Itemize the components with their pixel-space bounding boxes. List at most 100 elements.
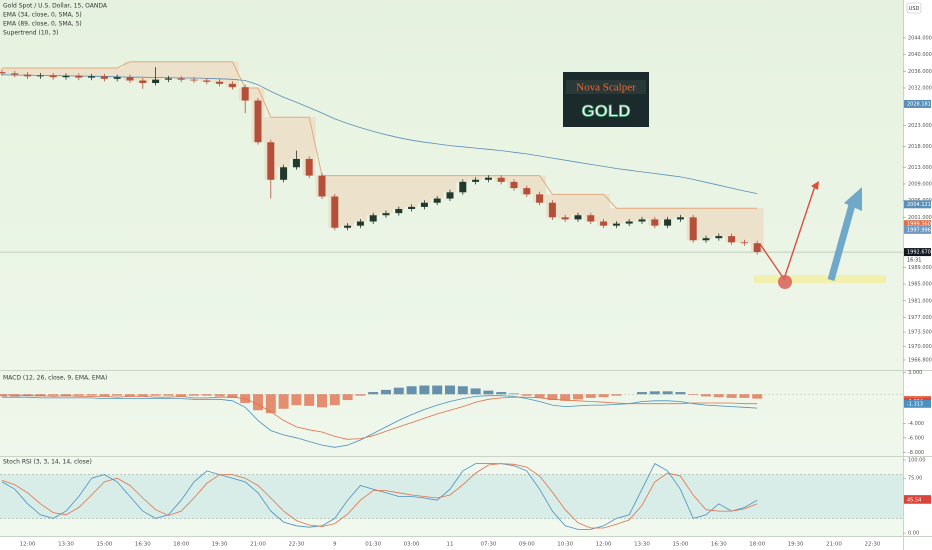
histogram-bar xyxy=(637,392,647,395)
price-tag xyxy=(904,248,931,257)
candle-body xyxy=(318,175,326,197)
y-tick-label: 1970.000 xyxy=(908,344,932,350)
candle-body xyxy=(267,142,275,180)
x-tick-label: 22:30 xyxy=(288,542,304,548)
candle-body xyxy=(446,192,454,199)
candle-body xyxy=(561,217,569,220)
supertrend-fill xyxy=(85,67,98,77)
supertrend-fill xyxy=(571,194,585,216)
y-tick-label: 3.000 xyxy=(908,370,922,376)
y-tick-label: 2032.000 xyxy=(908,86,932,92)
supertrend-fill xyxy=(59,67,73,76)
y-tick-label: -8.000 xyxy=(908,450,924,456)
supertrend-fill xyxy=(712,208,726,237)
y-tick-label: 2040.000 xyxy=(908,52,932,58)
currency-box[interactable] xyxy=(906,2,922,14)
chart-title: Gold Spot / U.S. Dollar, 15, OANDA xyxy=(3,3,108,10)
histogram-bar xyxy=(278,394,289,409)
x-tick-label: 15:00 xyxy=(672,542,688,548)
y-tick-label: 2023.000 xyxy=(908,123,932,129)
histogram-bar xyxy=(662,391,673,395)
x-tick-label: 11 xyxy=(447,542,454,548)
x-tick-label: 13:30 xyxy=(634,542,650,548)
y-tick-label: 2009.000 xyxy=(908,181,932,187)
supertrend-fill xyxy=(379,175,393,214)
histogram-bar xyxy=(304,394,315,406)
supertrend-fill xyxy=(456,175,470,182)
y-tick-label: 2036.000 xyxy=(908,69,932,75)
candle-body xyxy=(331,196,339,228)
candle-body xyxy=(228,83,236,88)
y-tick-label: 1985.000 xyxy=(908,282,932,288)
candle-body xyxy=(292,158,300,168)
histogram-bar xyxy=(176,394,187,397)
supertrend-fill xyxy=(98,67,111,79)
histogram-bar xyxy=(419,385,430,395)
supertrend-fill xyxy=(34,67,47,76)
x-tick-label: 21:00 xyxy=(826,542,842,548)
supertrend-fill xyxy=(635,208,649,220)
candle-body xyxy=(574,215,582,220)
candle-body xyxy=(587,215,595,222)
histogram-bar xyxy=(381,389,391,395)
stoch-title: Stoch RSI (3, 3, 14, 14, close) xyxy=(3,459,92,466)
histogram-bar xyxy=(48,394,59,396)
indicator-legend: EMA (89, close, 0, SMA, 5) xyxy=(3,21,82,28)
candle-body xyxy=(241,87,249,101)
ema-line xyxy=(1,74,758,194)
supertrend-fill xyxy=(610,208,623,224)
candle-body xyxy=(651,219,659,226)
histogram-bar xyxy=(201,394,212,396)
price-tag xyxy=(904,399,931,408)
y-tick-label: 1981.000 xyxy=(908,298,932,304)
supertrend-fill xyxy=(290,117,303,159)
band xyxy=(0,474,903,519)
candle-body xyxy=(62,75,70,78)
histogram-bar xyxy=(573,394,583,400)
candle-body xyxy=(536,194,544,203)
supertrend-fill xyxy=(277,117,290,168)
histogram-bar xyxy=(150,394,161,396)
histogram-bar xyxy=(368,392,379,395)
supertrend-fill xyxy=(699,208,713,239)
histogram-bar xyxy=(649,391,660,395)
highlight-zone xyxy=(754,275,886,283)
price-tag-label: 45.54 xyxy=(907,497,921,503)
supertrend-fill xyxy=(174,61,188,80)
price-tag xyxy=(904,495,931,504)
plot-background xyxy=(0,0,903,536)
supertrend-fill xyxy=(187,61,201,81)
histogram-bar xyxy=(585,394,596,398)
candle-body xyxy=(433,198,441,203)
x-tick-label: 01:30 xyxy=(365,542,381,548)
candle-body xyxy=(689,217,697,241)
candle-body xyxy=(523,188,531,195)
supertrend-fill xyxy=(443,175,457,193)
currency-label[interactable]: USD xyxy=(909,6,920,12)
target-circle xyxy=(778,275,792,289)
x-tick-label: 18:00 xyxy=(173,542,189,548)
supertrend-fill xyxy=(750,208,764,253)
histogram-bar xyxy=(675,392,686,395)
candle-body xyxy=(305,158,313,176)
y-tick-label: 2001.000 xyxy=(908,215,932,221)
histogram-bar xyxy=(752,394,763,399)
histogram-bar xyxy=(739,394,750,398)
supertrend-fill xyxy=(558,194,572,220)
supertrend-fill xyxy=(418,175,431,203)
candle-body xyxy=(612,223,620,226)
x-tick-label: 10:30 xyxy=(557,542,573,548)
price-tag-label: 1997.996 xyxy=(907,227,931,233)
price-tag xyxy=(904,220,931,229)
price-tag xyxy=(904,225,931,234)
x-tick-label: 16:30 xyxy=(135,542,151,548)
histogram-bar xyxy=(86,394,97,396)
histogram-bar xyxy=(701,394,711,397)
histogram-bar xyxy=(470,388,481,395)
y-tick-label: -4.000 xyxy=(908,421,924,427)
candle-body xyxy=(382,213,390,216)
blue-arrow xyxy=(827,204,856,281)
candle-body xyxy=(753,243,761,253)
histogram-bar xyxy=(547,394,558,401)
